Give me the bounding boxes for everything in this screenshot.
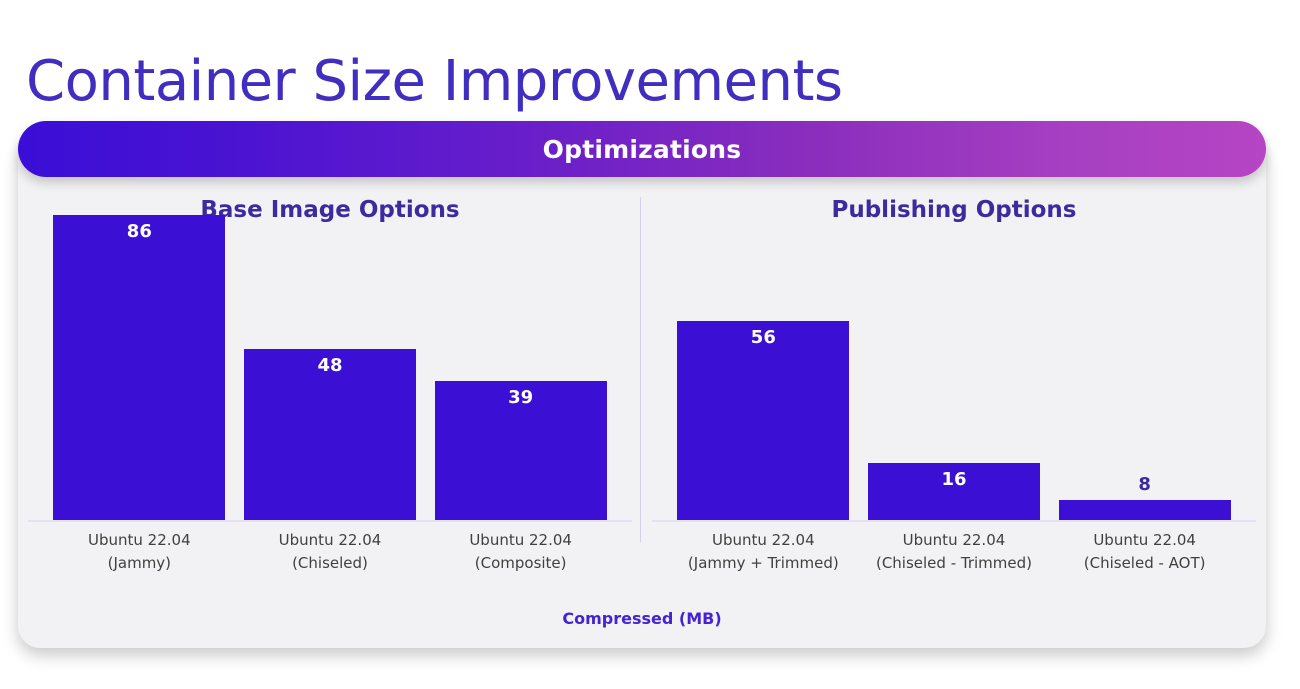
banner-title: Optimizations	[542, 134, 742, 164]
tick-label-line2: (Chiseled)	[292, 553, 368, 572]
tick-label-line1: Ubuntu 22.04	[902, 531, 1006, 549]
axis-caption: Compressed (MB)	[562, 609, 722, 628]
bar-slot: 56	[677, 202, 850, 520]
optimizations-banner: Optimizations	[18, 121, 1266, 177]
bar-slot: 16	[867, 202, 1040, 520]
chart-card	[18, 140, 1266, 648]
tick-label: Ubuntu 22.04 (Chiseled - Trimmed)	[868, 529, 1040, 574]
tick-label-line2: (Jammy)	[107, 553, 172, 572]
plot-area-left: 86 48 39	[18, 202, 642, 520]
tick-labels-right: Ubuntu 22.04 (Jammy + Trimmed) Ubuntu 22…	[668, 529, 1240, 574]
page-title: Container Size Improvements	[26, 48, 843, 114]
tick-label: Ubuntu 22.04 (Jammy)	[53, 529, 225, 574]
panels-container: Base Image Options 86 48	[18, 177, 1266, 592]
bar[interactable]: 56	[677, 321, 850, 520]
bar[interactable]: 8	[1058, 474, 1231, 520]
tick-label: Ubuntu 22.04 (Chiseled - AOT)	[1059, 529, 1231, 574]
bar-slot: 8	[1058, 202, 1231, 520]
tick-label-line1: Ubuntu 22.04	[88, 531, 191, 549]
bar[interactable]: 48	[243, 349, 416, 520]
tick-label-line1: Ubuntu 22.04	[712, 531, 815, 549]
bar-slot: 86	[53, 202, 226, 520]
tick-label: Ubuntu 22.04 (Chiseled)	[244, 529, 416, 574]
bar-value-label: 8	[1138, 474, 1151, 495]
plot-area-right: 56 16 8	[642, 202, 1266, 520]
bar-value-label: 56	[750, 327, 776, 348]
bar-value-label: 16	[941, 469, 967, 490]
bar-slot: 39	[434, 202, 607, 520]
tick-label-line1: Ubuntu 22.04	[469, 531, 572, 549]
bar-slot: 48	[243, 202, 416, 520]
bar[interactable]: 39	[434, 381, 607, 520]
tick-labels-left: Ubuntu 22.04 (Jammy) Ubuntu 22.04 (Chise…	[44, 529, 616, 574]
bars-row-right: 56 16 8	[668, 202, 1240, 520]
bar[interactable]: 16	[867, 463, 1040, 520]
panel-base-image-options: Base Image Options 86 48	[18, 177, 642, 592]
panel-title-publishing-options: Publishing Options	[831, 197, 1077, 223]
bar-value-label: 39	[508, 387, 534, 408]
bar-value-label: 48	[317, 355, 343, 376]
panel-title-base-image-options: Base Image Options	[200, 197, 460, 223]
axis-baseline-left	[28, 520, 632, 522]
tick-label-line1: Ubuntu 22.04	[1093, 531, 1196, 549]
bars-row-left: 86 48 39	[44, 202, 616, 520]
axis-baseline-right	[652, 520, 1256, 522]
tick-label: Ubuntu 22.04 (Jammy + Trimmed)	[677, 529, 849, 574]
tick-label-line2: (Composite)	[474, 553, 567, 572]
bar[interactable]: 86	[53, 215, 226, 520]
tick-label: Ubuntu 22.04 (Composite)	[435, 529, 607, 574]
panel-publishing-options: Publishing Options 56 16	[642, 177, 1266, 592]
tick-label-line2: (Jammy + Trimmed)	[687, 553, 839, 572]
tick-label-line2: (Chiseled - AOT)	[1083, 553, 1206, 572]
tick-label-line1: Ubuntu 22.04	[278, 531, 382, 549]
tick-label-line2: (Chiseled - Trimmed)	[875, 553, 1032, 572]
panel-divider	[640, 197, 641, 542]
bar-value-label: 86	[126, 221, 152, 242]
